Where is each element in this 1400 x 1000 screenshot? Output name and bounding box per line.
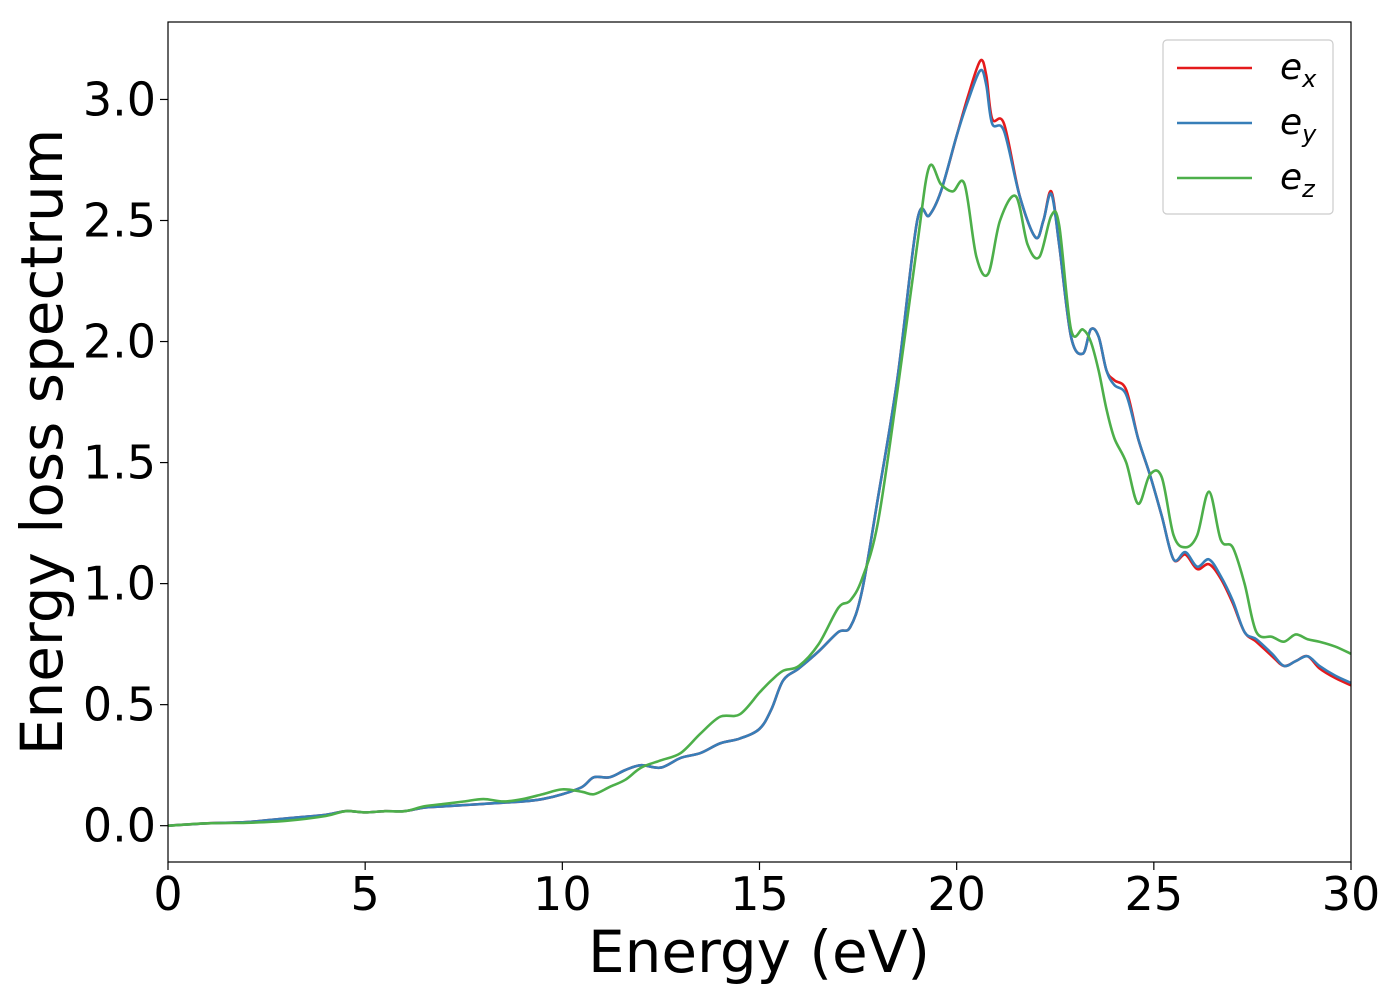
legend-label-e_z: ez xyxy=(1280,157,1316,203)
legend-label-e_x: ex xyxy=(1280,47,1317,93)
y-tick-label: 0.0 xyxy=(83,799,156,853)
x-axis: 0 5 10 15 20 25 30 xyxy=(153,862,1380,921)
series-line-e_z xyxy=(167,163,1352,827)
x-axis-label: Energy (eV) xyxy=(588,918,930,986)
x-tick-label: 0 xyxy=(153,867,182,921)
x-tick-label: 20 xyxy=(927,867,986,921)
x-tick-label: 25 xyxy=(1125,867,1184,921)
x-tick-label: 15 xyxy=(730,867,789,921)
y-tick-label: 2.5 xyxy=(83,194,156,248)
y-tick-label: 3.0 xyxy=(83,72,156,126)
legend: ex ey ez xyxy=(1162,39,1334,215)
series-line-e_y xyxy=(167,68,1352,827)
series-lines xyxy=(167,58,1352,827)
y-tick-label: 2.0 xyxy=(83,315,156,369)
y-tick-label: 1.5 xyxy=(83,436,156,490)
y-tick-label: 0.5 xyxy=(83,678,156,732)
legend-label-e_y: ey xyxy=(1280,102,1317,148)
x-tick-label: 5 xyxy=(351,867,380,921)
x-tick-label: 10 xyxy=(533,867,592,921)
legend-box xyxy=(1162,39,1334,215)
y-tick-label: 1.0 xyxy=(83,557,156,611)
y-axis-label: Energy loss spectrum xyxy=(8,129,76,755)
x-tick-label: 30 xyxy=(1322,867,1381,921)
y-axis: 0.0 0.5 1.0 1.5 2.0 2.5 3.0 xyxy=(83,72,168,853)
